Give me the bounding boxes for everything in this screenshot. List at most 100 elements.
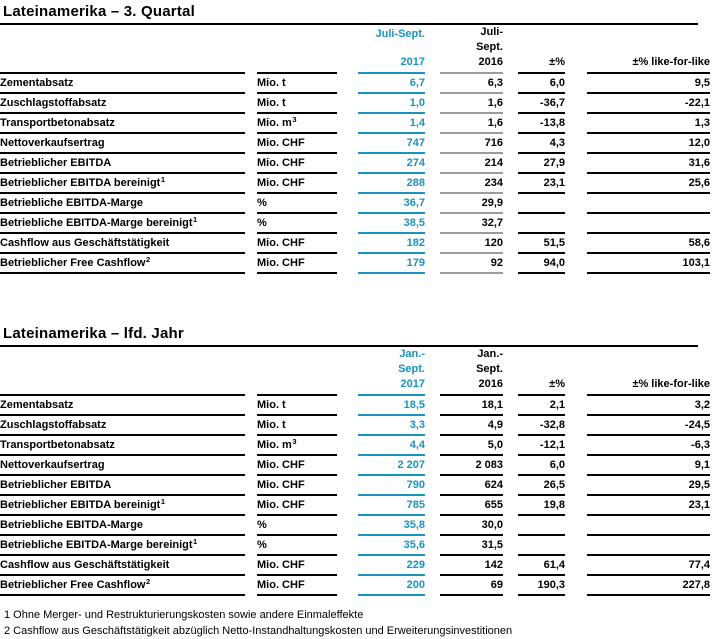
current-value-cell: 200 <box>358 576 425 596</box>
header-unit-cell <box>257 25 337 74</box>
column-gap <box>565 476 587 496</box>
current-value-cell: 288 <box>358 174 425 194</box>
prior-value-cell: 31,5 <box>440 536 503 556</box>
header-prior-lines: Juli- Sept. 2016 <box>440 25 503 72</box>
column-gap <box>503 476 518 496</box>
column-gap <box>425 194 440 214</box>
change-pct-cell: 6,0 <box>518 74 565 94</box>
column-gap <box>245 94 257 114</box>
unit-cell: % <box>257 536 337 556</box>
column-gap <box>503 94 518 114</box>
table-row: Betrieblicher Free Cashflow2 Mio. CHF 20… <box>0 576 710 596</box>
lfl-value-cell: 58,6 <box>587 234 710 254</box>
header-current-period: Juli-Sept. 2017 <box>358 25 425 74</box>
lfl-value-cell: 23,1 <box>587 496 710 516</box>
header-period-line: Sept. <box>398 363 425 375</box>
column-gap <box>503 416 518 436</box>
change-pct-cell: 6,0 <box>518 456 565 476</box>
change-pct-cell: 2,1 <box>518 396 565 416</box>
unit-cell: % <box>257 214 337 234</box>
change-pct-cell: -12,1 <box>518 436 565 456</box>
lfl-value-cell <box>587 536 710 556</box>
header-period-line: Jan.- <box>477 348 503 360</box>
column-gap <box>425 536 440 556</box>
prior-value-cell: 655 <box>440 496 503 516</box>
metric-label-cell: Betrieblicher EBITDA bereinigt1 <box>0 174 245 194</box>
header-period-line: 2016 <box>478 378 503 390</box>
column-gap <box>503 74 518 94</box>
metric-label-cell: Nettoverkaufsertrag <box>0 456 245 476</box>
footnote-marker: 2 <box>146 577 151 586</box>
table-row: Cashflow aus Geschäftstätigkeit Mio. CHF… <box>0 556 710 576</box>
current-value-cell: 38,5 <box>358 214 425 234</box>
prior-value-cell: 32,7 <box>440 214 503 234</box>
metric-label-cell: Cashflow aus Geschäftstätigkeit <box>0 234 245 254</box>
footnote-marker: 1 <box>160 175 166 184</box>
footnote-marker: 2 <box>146 255 151 264</box>
column-gap <box>425 347 440 396</box>
metric-label-cell: Betrieblicher Free Cashflow2 <box>0 576 245 596</box>
prior-value-cell: 624 <box>440 476 503 496</box>
ytd-table-body: Zementabsatz Mio. t 18,5 18,1 2,1 3,2 Zu… <box>0 396 710 596</box>
column-gap <box>337 536 358 556</box>
metric-label-cell: Transportbetonabsatz <box>0 114 245 134</box>
unit-cell: Mio. CHF <box>257 456 337 476</box>
header-period-line: Jan.- <box>399 348 425 360</box>
column-gap <box>245 436 257 456</box>
column-gap <box>245 576 257 596</box>
header-period-line: Sept. <box>476 41 503 53</box>
column-gap <box>503 134 518 154</box>
column-gap <box>245 25 257 74</box>
metric-label-cell: Betriebliche EBITDA-Marge <box>0 194 245 214</box>
lfl-value-cell: 25,6 <box>587 174 710 194</box>
current-value-cell: 1,0 <box>358 94 425 114</box>
table-row: Betrieblicher EBITDA Mio. CHF 790 624 26… <box>0 476 710 496</box>
table-row: Nettoverkaufsertrag Mio. CHF 2 207 2 083… <box>0 456 710 476</box>
column-gap <box>337 556 358 576</box>
current-value-cell: 274 <box>358 154 425 174</box>
column-gap <box>503 114 518 134</box>
change-pct-cell: 19,8 <box>518 496 565 516</box>
change-pct-cell: -32,8 <box>518 416 565 436</box>
column-gap <box>503 254 518 274</box>
column-gap <box>565 556 587 576</box>
column-gap <box>565 194 587 214</box>
column-gap <box>503 496 518 516</box>
column-gap <box>425 254 440 274</box>
unit-exponent: 3 <box>292 437 297 446</box>
current-value-cell: 35,6 <box>358 536 425 556</box>
column-gap <box>503 516 518 536</box>
table-row: Zuschlagstoffabsatz Mio. t 3,3 4,9 -32,8… <box>0 416 710 436</box>
column-gap <box>425 516 440 536</box>
table-row: Betrieblicher EBITDA bereinigt1 Mio. CHF… <box>0 174 710 194</box>
prior-value-cell: 69 <box>440 576 503 596</box>
current-value-cell: 785 <box>358 496 425 516</box>
column-gap <box>245 174 257 194</box>
column-gap <box>425 94 440 114</box>
current-value-cell: 18,5 <box>358 396 425 416</box>
lfl-value-cell: 12,0 <box>587 134 710 154</box>
column-gap <box>565 436 587 456</box>
section-ytd: Lateinamerika – lfd. Jahr Jan.- Sept. 2017… <box>0 326 710 596</box>
current-value-cell: 747 <box>358 134 425 154</box>
column-gap <box>503 234 518 254</box>
prior-value-cell: 4,9 <box>440 416 503 436</box>
current-value-cell: 3,3 <box>358 416 425 436</box>
footnotes: 1 Ohne Merger- und Restrukturierungskost… <box>0 607 710 639</box>
column-gap <box>565 347 587 396</box>
unit-cell: Mio. CHF <box>257 496 337 516</box>
change-pct-cell <box>518 194 565 214</box>
lfl-value-cell: 31,6 <box>587 154 710 174</box>
column-gap <box>337 94 358 114</box>
column-gap <box>503 194 518 214</box>
unit-cell: Mio. t <box>257 416 337 436</box>
column-gap <box>425 496 440 516</box>
column-gap <box>425 416 440 436</box>
unit-cell: Mio. CHF <box>257 556 337 576</box>
column-gap <box>425 556 440 576</box>
column-gap <box>245 536 257 556</box>
header-like-for-like: ±% like-for-like <box>587 25 710 74</box>
change-pct-cell: 23,1 <box>518 174 565 194</box>
column-gap <box>503 536 518 556</box>
